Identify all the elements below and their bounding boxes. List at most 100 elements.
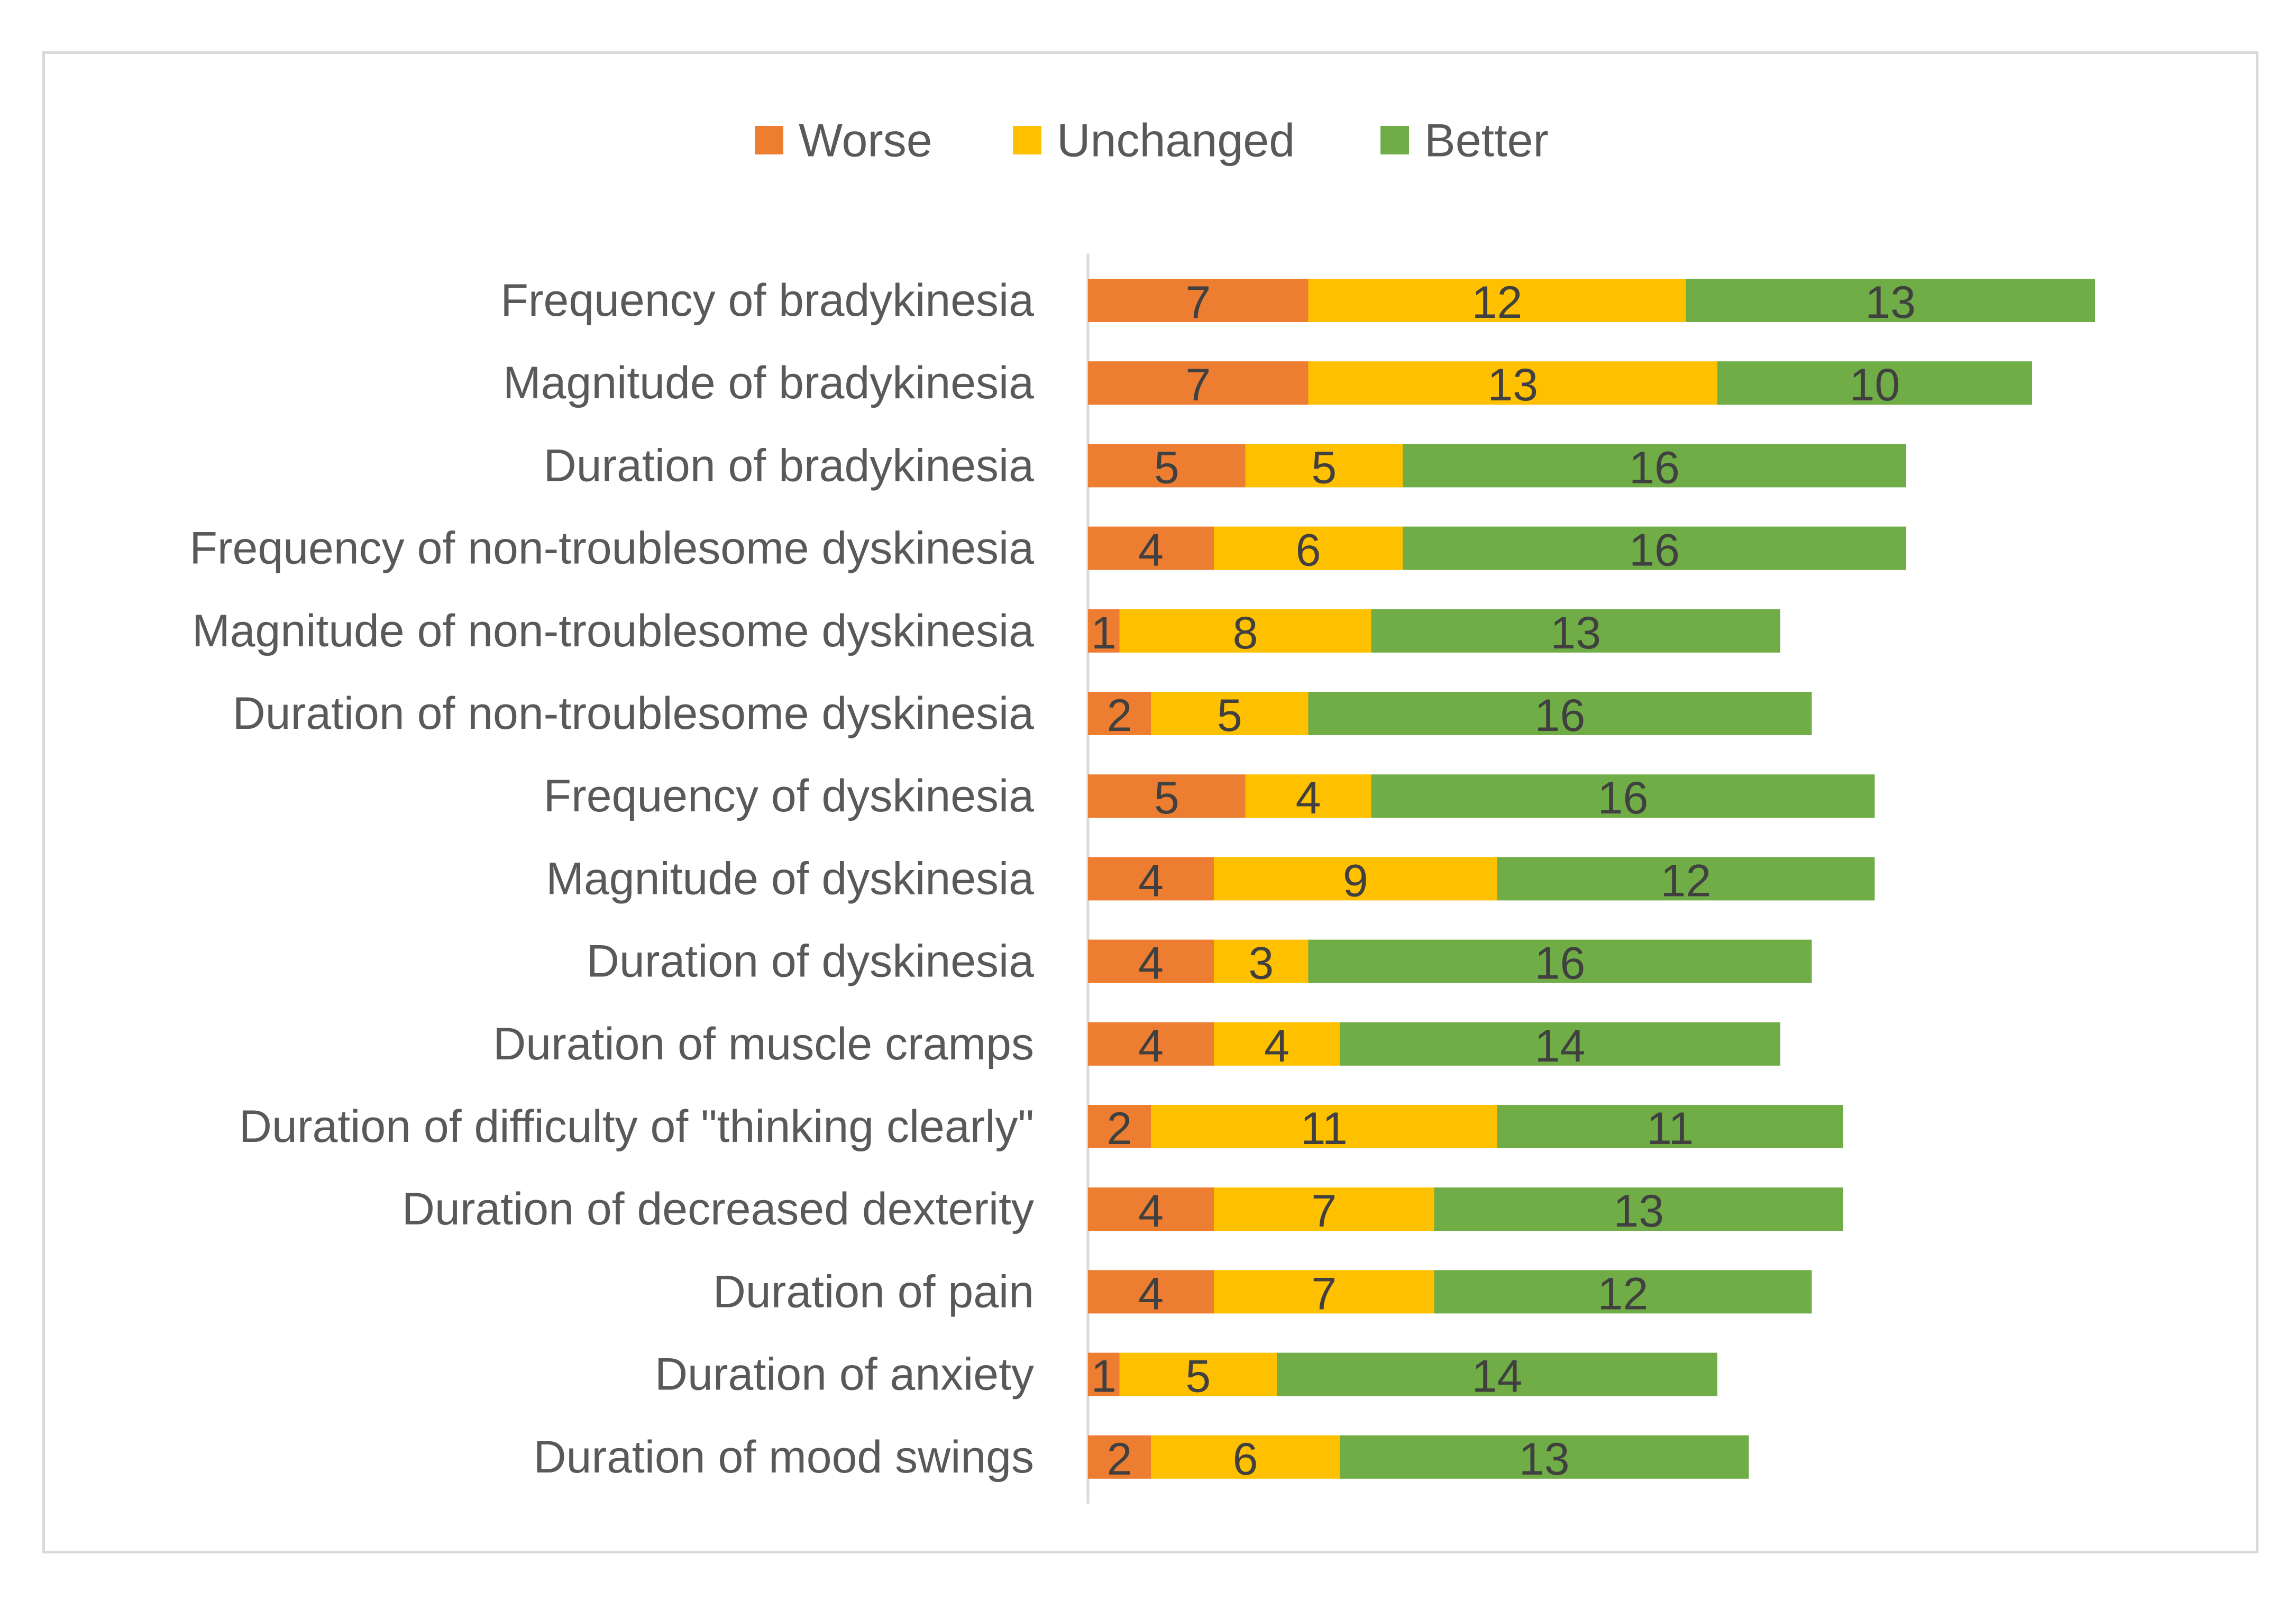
category-label: Duration of pain bbox=[713, 1266, 1034, 1317]
bar-segment-unchanged bbox=[1151, 692, 1309, 735]
bar-segment-worse bbox=[1088, 1105, 1151, 1148]
category-label: Duration of dyskinesia bbox=[587, 936, 1034, 987]
data-label-worse: 4 bbox=[1138, 938, 1164, 989]
bar-segment-better bbox=[1434, 1187, 1843, 1231]
legend-label-better: Better bbox=[1424, 114, 1549, 167]
data-label-worse: 2 bbox=[1107, 1103, 1132, 1154]
bar-segment-better bbox=[1497, 857, 1875, 901]
bar-segment-worse bbox=[1088, 1270, 1214, 1314]
data-label-worse: 2 bbox=[1107, 1434, 1132, 1485]
bar-segment-better bbox=[1308, 939, 1812, 983]
data-label-unchanged: 5 bbox=[1311, 442, 1337, 493]
data-label-unchanged: 7 bbox=[1311, 1268, 1337, 1319]
data-label-worse: 5 bbox=[1154, 773, 1179, 824]
bar-segment-better bbox=[1340, 1435, 1749, 1479]
data-label-worse: 4 bbox=[1138, 525, 1164, 576]
bar-segment-unchanged bbox=[1214, 1187, 1434, 1231]
data-label-worse: 4 bbox=[1138, 1268, 1164, 1319]
data-label-worse: 2 bbox=[1107, 690, 1132, 741]
data-label-better: 16 bbox=[1629, 442, 1680, 493]
data-label-unchanged: 12 bbox=[1472, 277, 1523, 328]
data-label-worse: 4 bbox=[1138, 855, 1164, 906]
data-label-better: 16 bbox=[1535, 938, 1586, 989]
bar-segment-better bbox=[1371, 774, 1875, 818]
category-label: Frequency of non-troublesome dyskinesia bbox=[189, 523, 1034, 574]
category-label: Duration of mood swings bbox=[534, 1432, 1034, 1483]
bar-segment-worse bbox=[1088, 1022, 1214, 1066]
bar-segment-better bbox=[1308, 692, 1812, 735]
bar-segment-better bbox=[1403, 526, 1906, 570]
data-label-worse: 1 bbox=[1091, 608, 1117, 658]
data-label-unchanged: 4 bbox=[1264, 1021, 1289, 1072]
bars: 7 12 137 13 105 5 164 6 161 8 132 5 165 4 164 9 124 3 164 4… bbox=[1088, 277, 2095, 1485]
bar-segment-unchanged bbox=[1151, 1435, 1340, 1479]
bar-segment-worse bbox=[1088, 1435, 1151, 1479]
legend-label-unchanged: Unchanged bbox=[1057, 114, 1295, 167]
data-label-unchanged: 13 bbox=[1487, 360, 1538, 410]
bar-segment-unchanged bbox=[1308, 361, 1717, 405]
bar-segment-worse bbox=[1088, 857, 1214, 901]
bar-segment-better bbox=[1403, 444, 1906, 488]
category-label: Magnitude of non-troublesome dyskinesia bbox=[192, 606, 1034, 656]
legend-label-worse: Worse bbox=[799, 114, 932, 167]
category-label: Magnitude of dyskinesia bbox=[546, 853, 1034, 904]
data-label-unchanged: 5 bbox=[1217, 690, 1242, 741]
data-label-worse: 4 bbox=[1138, 1186, 1164, 1237]
data-label-better: 14 bbox=[1535, 1021, 1586, 1072]
data-label-worse: 7 bbox=[1185, 277, 1211, 328]
bar-segment-better bbox=[1371, 609, 1780, 653]
bar-segment-better bbox=[1277, 1352, 1717, 1396]
category-label: Duration of decreased dexterity bbox=[402, 1184, 1034, 1234]
data-label-better: 13 bbox=[1613, 1186, 1664, 1237]
bar-segment-unchanged bbox=[1214, 857, 1497, 901]
legend-swatch-better bbox=[1380, 126, 1409, 154]
category-label: Duration of muscle cramps bbox=[493, 1019, 1034, 1069]
legend-swatch-worse bbox=[755, 126, 783, 154]
bar-segment-worse bbox=[1088, 1187, 1214, 1231]
data-label-unchanged: 11 bbox=[1301, 1103, 1348, 1154]
data-label-better: 13 bbox=[1865, 277, 1916, 328]
bar-segment-better bbox=[1717, 361, 2032, 405]
data-label-better: 11 bbox=[1646, 1103, 1694, 1154]
data-label-unchanged: 7 bbox=[1311, 1186, 1337, 1237]
data-label-better: 12 bbox=[1598, 1268, 1649, 1319]
bar-segment-better bbox=[1497, 1105, 1843, 1148]
data-label-worse: 7 bbox=[1185, 360, 1211, 410]
bar-segment-better bbox=[1434, 1270, 1812, 1314]
data-label-better: 16 bbox=[1598, 773, 1649, 824]
category-label: Duration of non-troublesome dyskinesia bbox=[233, 688, 1035, 739]
bar-segment-unchanged bbox=[1214, 1270, 1434, 1314]
bar-segment-worse bbox=[1088, 939, 1214, 983]
bar-segment-unchanged bbox=[1245, 444, 1403, 488]
data-label-better: 10 bbox=[1850, 360, 1900, 410]
data-label-better: 16 bbox=[1629, 525, 1680, 576]
data-label-better: 14 bbox=[1472, 1351, 1523, 1402]
legend: Worse Unchanged Better bbox=[755, 114, 1549, 167]
bar-segment-worse bbox=[1088, 361, 1309, 405]
category-label: Duration of bradykinesia bbox=[544, 440, 1035, 491]
data-label-better: 13 bbox=[1550, 608, 1601, 658]
bar-segment-worse bbox=[1088, 692, 1151, 735]
bar-segment-worse bbox=[1088, 444, 1246, 488]
bar-segment-unchanged bbox=[1308, 279, 1686, 322]
category-label: Frequency of dyskinesia bbox=[544, 771, 1035, 821]
bar-segment-worse bbox=[1088, 774, 1246, 818]
bar-segment-worse bbox=[1088, 526, 1214, 570]
bar-segment-unchanged bbox=[1151, 1105, 1497, 1148]
data-label-unchanged: 9 bbox=[1343, 855, 1368, 906]
data-label-worse: 1 bbox=[1091, 1351, 1117, 1402]
legend-swatch-unchanged bbox=[1013, 126, 1041, 154]
bar-segment-unchanged bbox=[1119, 609, 1371, 653]
bar-segment-unchanged bbox=[1245, 774, 1371, 818]
data-label-worse: 4 bbox=[1138, 1021, 1164, 1072]
category-label: Magnitude of bradykinesia bbox=[503, 358, 1034, 408]
category-axis-labels: Frequency of bradykinesia Magnitude of br… bbox=[189, 275, 1034, 1483]
data-label-better: 16 bbox=[1535, 690, 1586, 741]
data-label-better: 13 bbox=[1519, 1434, 1570, 1485]
data-label-unchanged: 6 bbox=[1296, 525, 1321, 576]
bar-segment-worse bbox=[1088, 609, 1120, 653]
bar-segment-unchanged bbox=[1214, 526, 1403, 570]
bar-segment-better bbox=[1686, 279, 2095, 322]
data-label-unchanged: 8 bbox=[1233, 608, 1258, 658]
